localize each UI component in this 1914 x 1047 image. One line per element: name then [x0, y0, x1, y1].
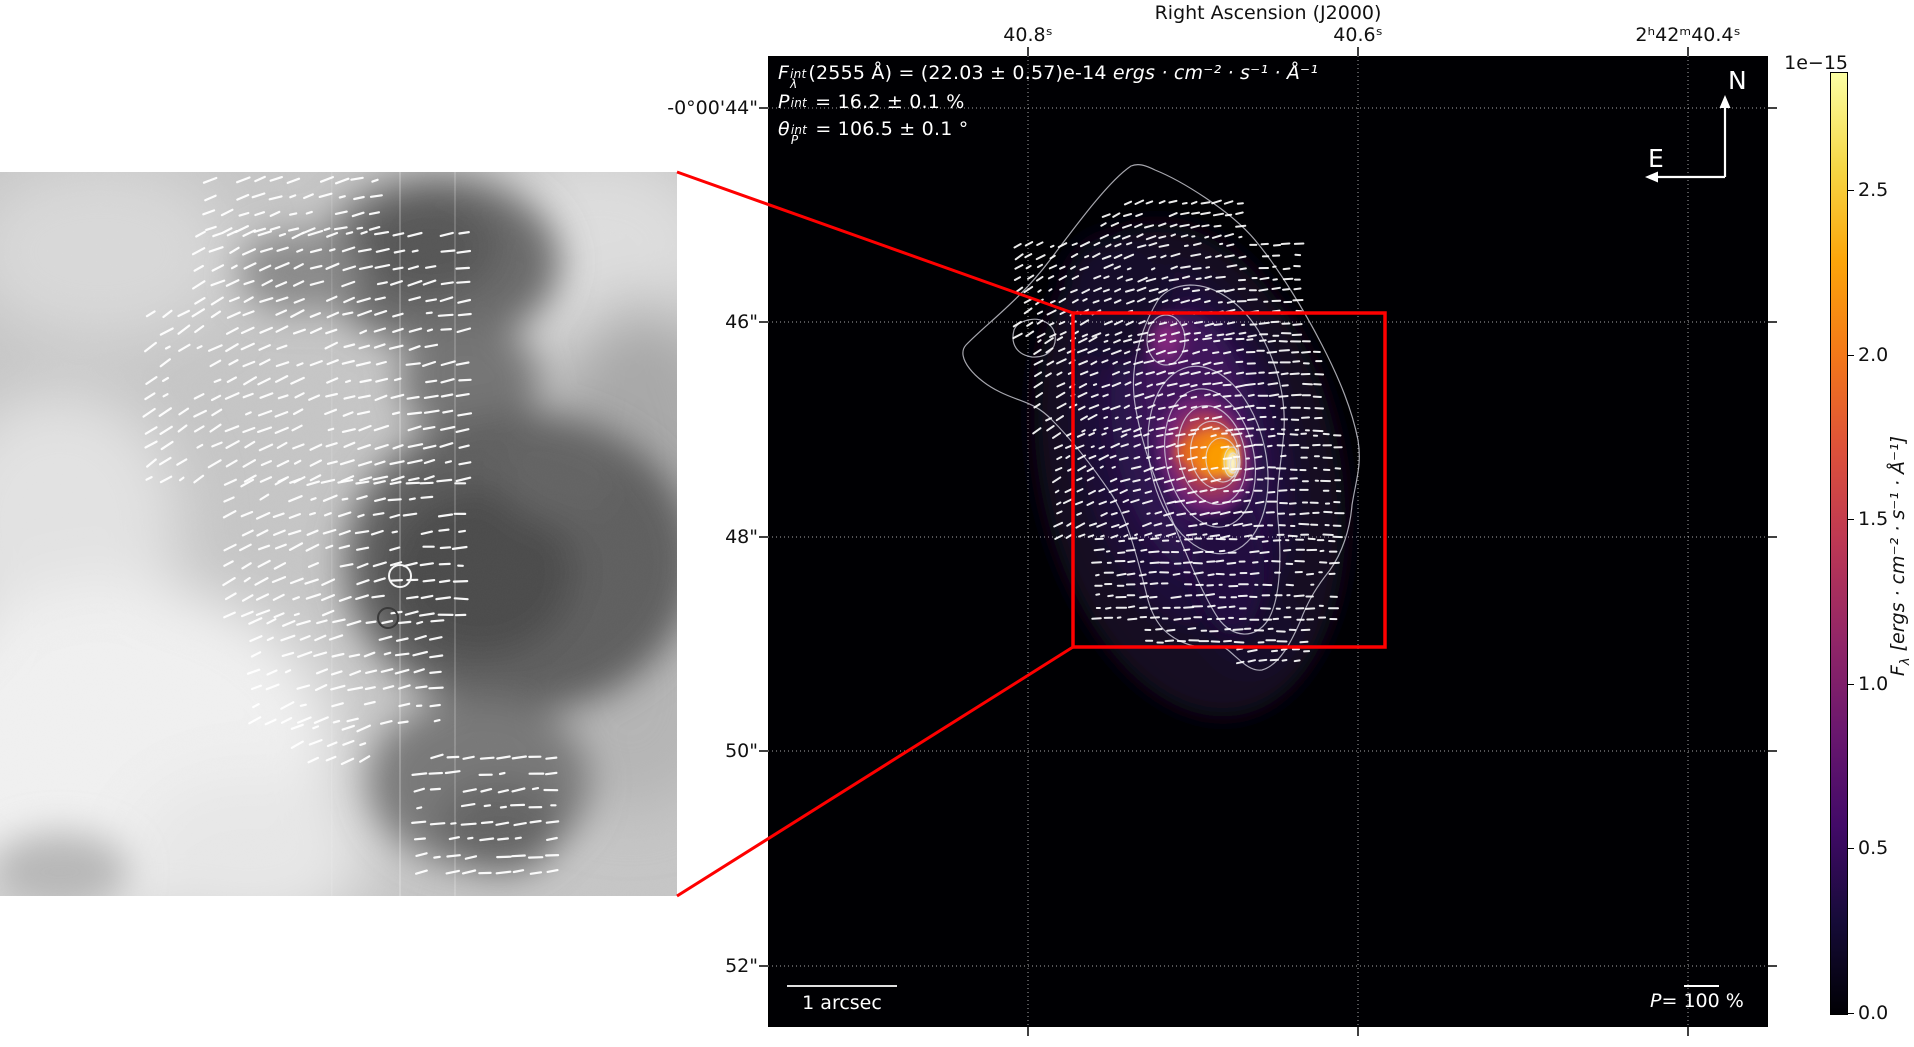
colorbar-tick-mark [1848, 519, 1854, 520]
ra-tick-label: 40.8ˢ [1003, 24, 1053, 46]
colorbar-tick-label: 1.5 [1858, 508, 1889, 530]
compass-north-label: N [1728, 66, 1747, 95]
dec-tick-label: 52" [725, 955, 758, 977]
colorbar [1830, 72, 1848, 1015]
scale-bar-label: 1 arcsec [802, 992, 882, 1014]
colorbar-tick-mark [1848, 355, 1854, 356]
x-axis-title: Right Ascension (J2000) [1154, 2, 1382, 24]
pol-scale-bar: 100 [1683, 985, 1720, 1012]
colorbar-tick-label: 0.5 [1858, 837, 1889, 859]
ra-tick-label: 40.6ˢ [1333, 24, 1383, 46]
colorbar-tick-label: 0.0 [1858, 1002, 1889, 1024]
compass-east-label: E [1648, 144, 1664, 173]
colorbar-tick-mark [1848, 1013, 1854, 1014]
dec-tick-label: 48" [725, 526, 758, 548]
colorbar-axis-label: Fλ [ergs · cm⁻² · s⁻¹ · Å⁻¹] [1887, 435, 1913, 677]
colorbar-tick-label: 1.0 [1858, 673, 1889, 695]
dec-tick-label: -0°00'44" [667, 97, 758, 119]
colorbar-tick-label: 2.0 [1858, 344, 1889, 366]
colorbar-scale-factor: 1e−15 [1784, 52, 1848, 74]
zoom-inset-image [0, 172, 677, 896]
angle-measurement: θ int P = 106.5 ± 0.1 ° [778, 118, 969, 147]
colorbar-tick-label: 2.5 [1858, 179, 1889, 201]
film-grain [0, 172, 677, 896]
nucleus-circle-marker [388, 564, 412, 588]
outer-contour [962, 164, 1360, 671]
colorbar-tick-mark [1848, 190, 1854, 191]
dec-tick-label: 46" [725, 311, 758, 333]
inset-polarization-vectors [142, 175, 560, 875]
secondary-circle-marker [377, 607, 399, 629]
colorbar-tick-mark [1848, 684, 1854, 685]
colorbar-tick-mark [1848, 848, 1854, 849]
dec-tick-label: 50" [725, 740, 758, 762]
flux-map-svg [768, 56, 1768, 1027]
ra-tick-label: 2ʰ42ᵐ40.4ˢ [1635, 24, 1741, 46]
inset-svg [0, 172, 677, 896]
polarization-scale: P= 100 % [1650, 985, 1744, 1012]
